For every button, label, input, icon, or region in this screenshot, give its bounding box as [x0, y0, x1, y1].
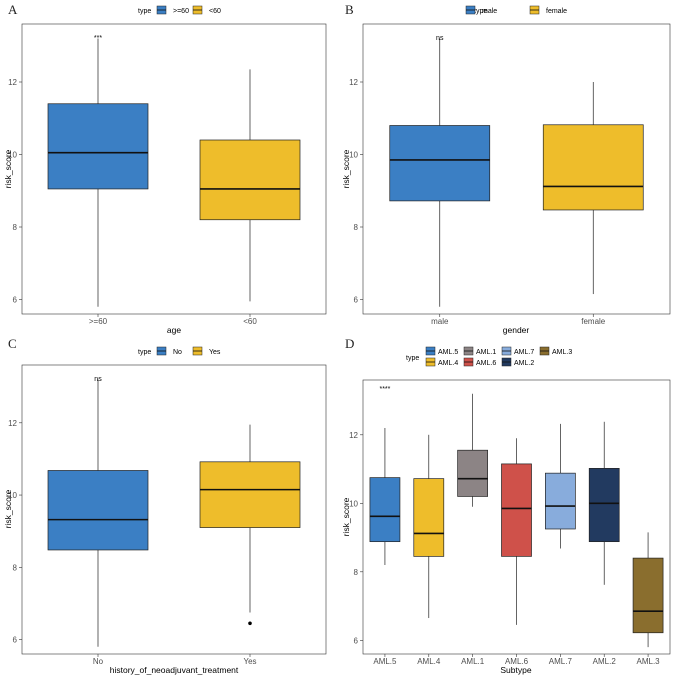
y-tick-label: 10: [349, 499, 358, 508]
y-tick-label: 6: [13, 296, 18, 305]
legend-label: AML.4: [438, 360, 458, 367]
box--60: [47, 103, 149, 190]
y-axis-label-c: risk_score: [3, 489, 13, 528]
x-axis-label-b: gender: [503, 325, 530, 335]
x-tick-label: No: [93, 657, 104, 666]
legend-label: AML.1: [476, 349, 496, 356]
x-tick-label: AML.3: [637, 657, 661, 666]
legend-label: No: [173, 349, 182, 356]
legend-label: male: [482, 8, 497, 15]
y-tick-label: 8: [13, 563, 18, 572]
x-tick-label: female: [581, 317, 606, 326]
legend-title: type: [474, 8, 487, 15]
x-tick-label: Yes: [243, 657, 256, 666]
y-tick-label: 12: [349, 78, 358, 87]
y-axis-label-a: risk_score: [3, 149, 13, 188]
x-tick-label: AML.4: [417, 657, 441, 666]
panel-letter-c: C: [8, 336, 17, 351]
x-tick-label: male: [431, 317, 449, 326]
legend-label: AML.3: [552, 349, 572, 356]
y-tick-label: 12: [8, 419, 17, 428]
box-aml-4: [413, 478, 445, 557]
legend-label: AML.2: [514, 360, 534, 367]
legend-label: AML.5: [438, 349, 458, 356]
box-aml-7: [545, 472, 576, 530]
panel-c: C type No Yes 6 8 10 12 No Yes ns risk_score his…: [3, 336, 327, 675]
panel-a-frame: [21, 23, 327, 315]
outlier-point: [248, 621, 252, 626]
y-tick-label: 8: [13, 223, 18, 232]
x-axis-label-a: age: [167, 325, 181, 335]
x-tick-label: AML.7: [549, 657, 573, 666]
panel-letter-d: D: [345, 336, 354, 351]
significance-label: ****: [379, 386, 390, 393]
legend-label: >=60: [173, 8, 189, 15]
legend-c: type No Yes: [138, 346, 221, 356]
x-tick-label: AML.6: [505, 657, 529, 666]
y-tick-label: 10: [349, 151, 358, 160]
legend-label: AML.7: [514, 349, 534, 356]
legend-label: female: [546, 8, 567, 15]
plot-area-d: 6 8 10 12 AML.5 AML.4 AML.1 AML.6 AML.7 AML.2 AML.…: [349, 386, 664, 666]
box-no: [47, 470, 149, 551]
x-axis-label-d: Subtype: [500, 665, 531, 675]
significance-label: ns: [436, 35, 444, 42]
x-tick-label: AML.5: [373, 657, 397, 666]
legend-label: Yes: [209, 349, 221, 356]
box-aml-6: [501, 463, 532, 557]
box-aml-1: [457, 449, 488, 497]
box-aml-2: [588, 468, 620, 543]
x-tick-label: AML.1: [461, 657, 485, 666]
y-tick-label: 6: [354, 296, 359, 305]
panel-a: A type >=60 <60 6 8 10 12 >=60 <60 *** risk_scor…: [3, 2, 327, 335]
plot-area-a: 6 8 10 12 >=60 <60 ***: [8, 35, 301, 326]
y-tick-label: 10: [8, 491, 17, 500]
legend-a: type >=60 <60: [138, 5, 221, 15]
legend-label: <60: [209, 8, 221, 15]
significance-label: ns: [94, 376, 102, 383]
panel-c-frame: [21, 364, 327, 655]
legend-title: type: [138, 349, 151, 356]
y-tick-label: 8: [354, 568, 359, 577]
box-female: [542, 124, 644, 211]
y-tick-label: 6: [13, 636, 18, 645]
plot-area-b: 6 8 10 12 male female ns: [349, 35, 644, 326]
box--60: [199, 139, 301, 221]
y-tick-label: 12: [8, 78, 17, 87]
legend-label: AML.6: [476, 360, 496, 367]
panel-d: D type AML.5 AML.1 AML.7 AML.3 AML.4 AML.6 AML.…: [341, 336, 671, 675]
significance-label: ***: [94, 35, 102, 42]
panel-letter-b: B: [345, 2, 354, 17]
box-yes: [199, 461, 301, 528]
legend-title: type: [138, 8, 151, 15]
x-tick-label: >=60: [89, 317, 108, 326]
y-tick-label: 8: [354, 223, 359, 232]
plot-area-c: 6 8 10 12 No Yes ns: [8, 376, 301, 666]
x-tick-label: <60: [243, 317, 257, 326]
box-male: [389, 125, 491, 202]
y-tick-label: 10: [8, 151, 17, 160]
panel-b-frame: [362, 23, 671, 315]
legend-title: type: [406, 355, 419, 362]
x-axis-label-c: history_of_neoadjuvant_treatment: [110, 665, 239, 675]
y-axis-label-b: risk_score: [341, 149, 351, 188]
panel-letter-a: A: [8, 2, 18, 17]
legend-d: type AML.5 AML.1 AML.7 AML.3 AML.4 AML.6 AML.2: [406, 346, 572, 367]
y-tick-label: 12: [349, 431, 358, 440]
x-tick-label: AML.2: [593, 657, 617, 666]
y-tick-label: 6: [354, 636, 359, 645]
y-axis-label-d: risk_score: [341, 497, 351, 536]
box-aml-3: [632, 557, 664, 634]
box-aml-5: [369, 477, 401, 543]
